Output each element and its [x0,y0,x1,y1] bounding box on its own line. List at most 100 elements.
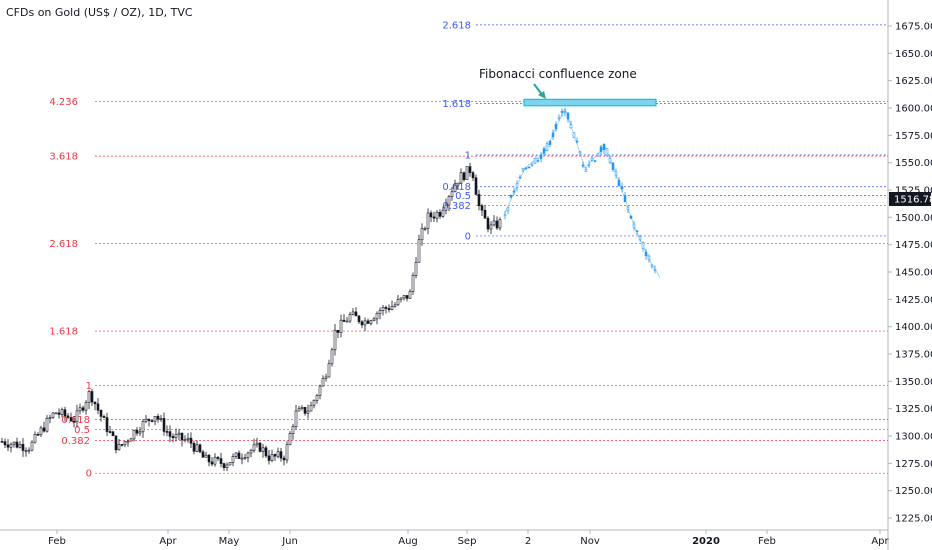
candle-body [18,444,22,448]
candles [0,162,502,472]
candle-body [363,320,367,326]
projection-body [632,223,636,228]
candle-body [21,444,25,451]
candle-body [15,441,19,448]
candle-body [102,416,106,418]
candle-body [111,431,115,437]
projection-body [521,168,525,171]
candle-body [195,444,199,452]
candle-body [240,457,244,460]
fib-blue-label: 0.382 [442,201,471,212]
candle-body [108,431,112,433]
candle-body [243,457,247,459]
candle-body [153,415,157,422]
fib-blue-label: 0.5 [455,191,471,202]
candle-body [399,297,403,300]
y-tick-label: 1225.00 [895,514,932,525]
projection-body [533,158,537,164]
candle-body [372,318,376,322]
projection-body [563,111,567,113]
candle-body [162,418,166,432]
candle-body [327,363,331,378]
candle-body [192,443,196,452]
candle-body [432,216,436,219]
candle-body [42,427,46,432]
y-tick-label: 1450.00 [895,268,932,279]
candle-body [183,439,187,441]
candle-body [462,172,466,180]
candle-body [66,415,70,418]
candle-body [315,395,319,401]
fib-blue-label: 0 [465,231,471,242]
candle-body [45,417,49,432]
candle-body [300,407,304,409]
candle-body [9,443,13,448]
candle-body [117,444,121,451]
candle-body [63,409,67,417]
projection-body [626,206,630,210]
candle-body [231,456,235,463]
candle-body [324,376,328,379]
projection-body [512,190,516,193]
candle-body [87,391,91,403]
candle-body [207,454,211,463]
candle-body [198,444,202,453]
candle-body [156,415,160,420]
projection-body [524,167,528,170]
candle-body [291,426,295,435]
projection-body [638,236,642,240]
candle-body [123,441,127,446]
projection-body [602,143,606,151]
candle-body [75,410,79,423]
projection-body [545,143,549,151]
projection-body [578,151,582,154]
projection-body [650,264,654,267]
y-tick-label: 1600.00 [895,104,932,115]
candle-body [276,451,280,457]
candle-body [69,417,73,422]
candle-body [57,412,61,415]
fib-red-label: 2.618 [49,239,78,250]
y-tick-label: 1300.00 [895,432,932,443]
candle-body [339,319,343,333]
fib-red-label: 3.618 [49,152,78,163]
fib-red-label: 0.618 [61,415,90,426]
y-tick-label: 1425.00 [895,295,932,306]
projection-body [584,169,588,172]
projection-body [530,164,534,166]
y-tick-label: 1400.00 [895,322,932,333]
y-tick-label: 1500.00 [895,213,932,224]
candle-body [495,220,499,229]
projection-body [518,176,522,179]
candle-body [213,456,217,465]
candle-body [270,454,274,461]
candle-body [135,429,139,434]
x-tick-label: Aug [398,536,418,547]
projection-body [503,214,507,216]
candle-body [297,408,301,412]
candle-body [159,418,163,420]
projection-body [557,117,561,120]
projection-body [593,160,597,162]
candle-body [429,212,433,218]
candle-body [303,407,307,414]
candle-body [99,409,103,417]
fib-red-label: 1.618 [49,327,78,338]
candle-body [174,434,178,439]
candle-body [384,306,388,309]
candle-body [255,442,259,446]
candle-body [219,458,223,464]
confluence-zone [523,98,657,107]
candle-body [138,431,142,434]
candle-body [459,172,463,184]
projection-body [641,242,645,249]
projection-body [515,183,519,189]
projection-body [536,160,540,162]
candle-body [294,410,298,427]
candle-body [132,429,136,440]
x-tick-label: Sep [458,536,477,547]
candle-body [201,451,205,458]
candle-body [345,320,349,323]
candle-body [336,329,340,333]
